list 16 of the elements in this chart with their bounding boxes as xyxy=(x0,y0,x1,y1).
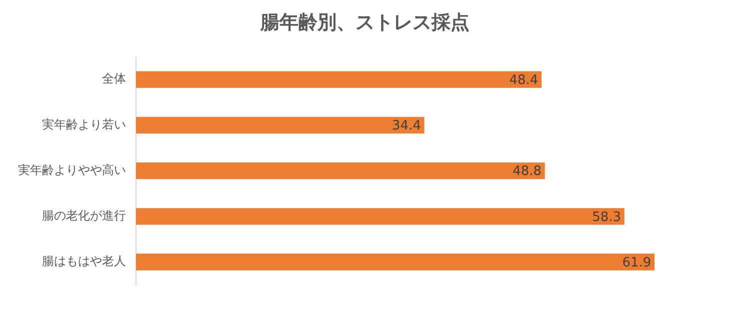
bar xyxy=(136,116,424,134)
chart-title: 腸年齢別、ストレス採点 xyxy=(260,11,470,34)
y-tick-label: 実年齢より若い xyxy=(42,117,126,132)
data-label: 34.4 xyxy=(392,118,421,134)
y-tick-label: 全体 xyxy=(102,72,126,86)
bar xyxy=(136,254,655,270)
data-label: 58.3 xyxy=(592,210,622,225)
data-label: 48.8 xyxy=(512,164,542,180)
data-label: 61.9 xyxy=(622,255,652,270)
bar xyxy=(136,71,542,88)
data-label: 48.4 xyxy=(509,72,538,88)
bar xyxy=(136,208,624,225)
y-tick-label: 腸はもはや老人 xyxy=(42,254,126,268)
y-tick-label: 実年齢よりやや高い xyxy=(18,162,126,177)
y-tick-label: 腸の老化が進行 xyxy=(42,208,126,223)
bar xyxy=(136,162,545,180)
